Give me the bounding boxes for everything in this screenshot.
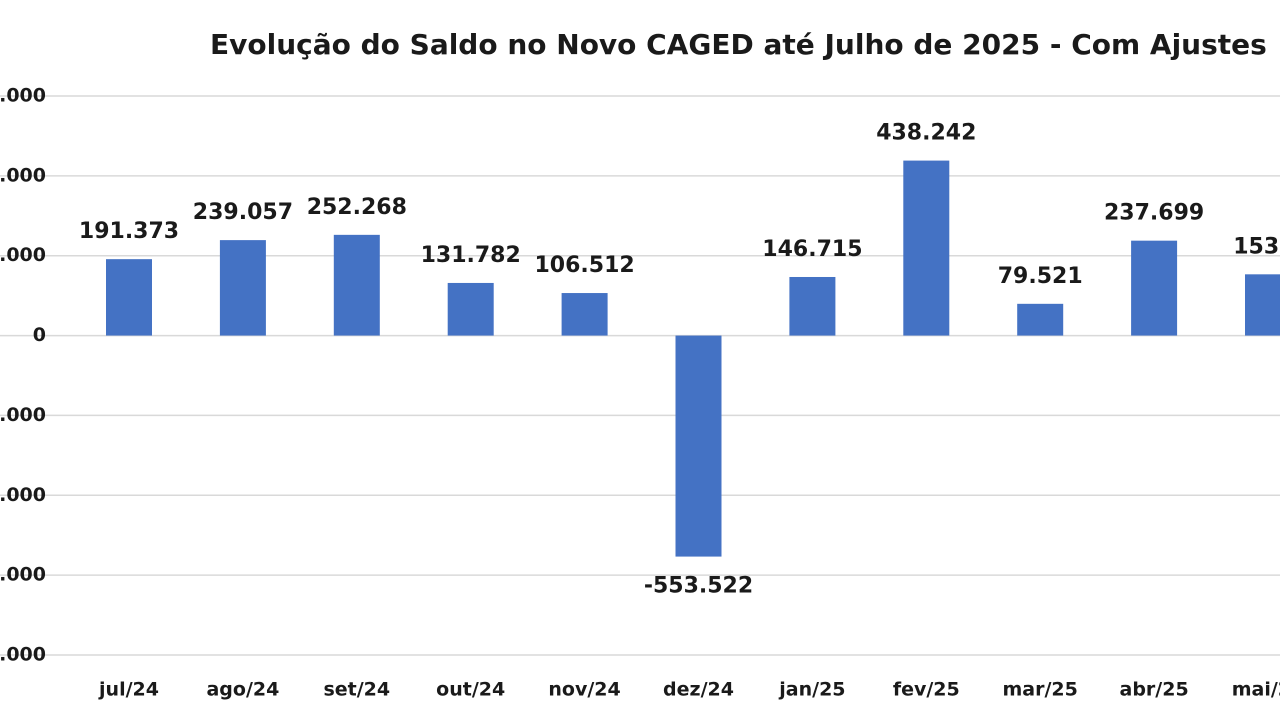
data-label: 239.057 <box>193 200 293 225</box>
y-tick-label: 0 <box>33 324 46 346</box>
x-tick-label: abr/25 <box>1120 679 1189 701</box>
bar <box>333 234 380 336</box>
y-tick-label: 200.000 <box>0 244 46 266</box>
bar <box>903 160 950 336</box>
data-label: 237.699 <box>1104 201 1204 226</box>
y-tick-label: -400.000 <box>0 484 46 506</box>
bar <box>1245 274 1280 336</box>
data-label: 438.242 <box>876 121 976 146</box>
data-label: 79.521 <box>998 264 1083 289</box>
y-tick-label: -200.000 <box>0 404 46 426</box>
x-tick-label: jul/24 <box>98 679 159 701</box>
data-label: 252.268 <box>307 195 407 220</box>
x-tick-label: jan/25 <box>778 679 845 701</box>
data-label: 153.4 <box>1233 234 1280 259</box>
bar <box>1017 303 1064 336</box>
x-tick-label: mai/25 <box>1232 679 1280 701</box>
bar <box>106 259 152 336</box>
x-tick-label: dez/24 <box>663 679 734 701</box>
data-label: 131.782 <box>421 243 521 268</box>
y-tick-label: -600.000 <box>0 564 46 586</box>
bar <box>675 335 722 557</box>
data-label: -553.522 <box>644 574 753 599</box>
data-label: 106.512 <box>534 253 634 278</box>
data-label: 191.373 <box>79 219 179 244</box>
data-label: 146.715 <box>762 237 862 262</box>
x-tick-label: mar/25 <box>1003 679 1078 701</box>
bar <box>1131 240 1178 336</box>
bar <box>561 293 608 336</box>
x-tick-label: set/24 <box>323 679 390 701</box>
bar <box>447 282 494 336</box>
x-tick-label: nov/24 <box>548 679 620 701</box>
y-tick-label: -800.000 <box>0 644 46 666</box>
x-tick-label: fev/25 <box>893 679 960 701</box>
x-tick-label: out/24 <box>436 679 505 701</box>
y-tick-label: 400.000 <box>0 164 46 186</box>
bar <box>219 240 266 336</box>
bar <box>789 276 836 336</box>
x-tick-label: ago/24 <box>206 679 279 701</box>
y-tick-label: 600.000 <box>0 85 46 107</box>
chart-title: Evolução do Saldo no Novo CAGED até Julh… <box>210 28 1267 61</box>
